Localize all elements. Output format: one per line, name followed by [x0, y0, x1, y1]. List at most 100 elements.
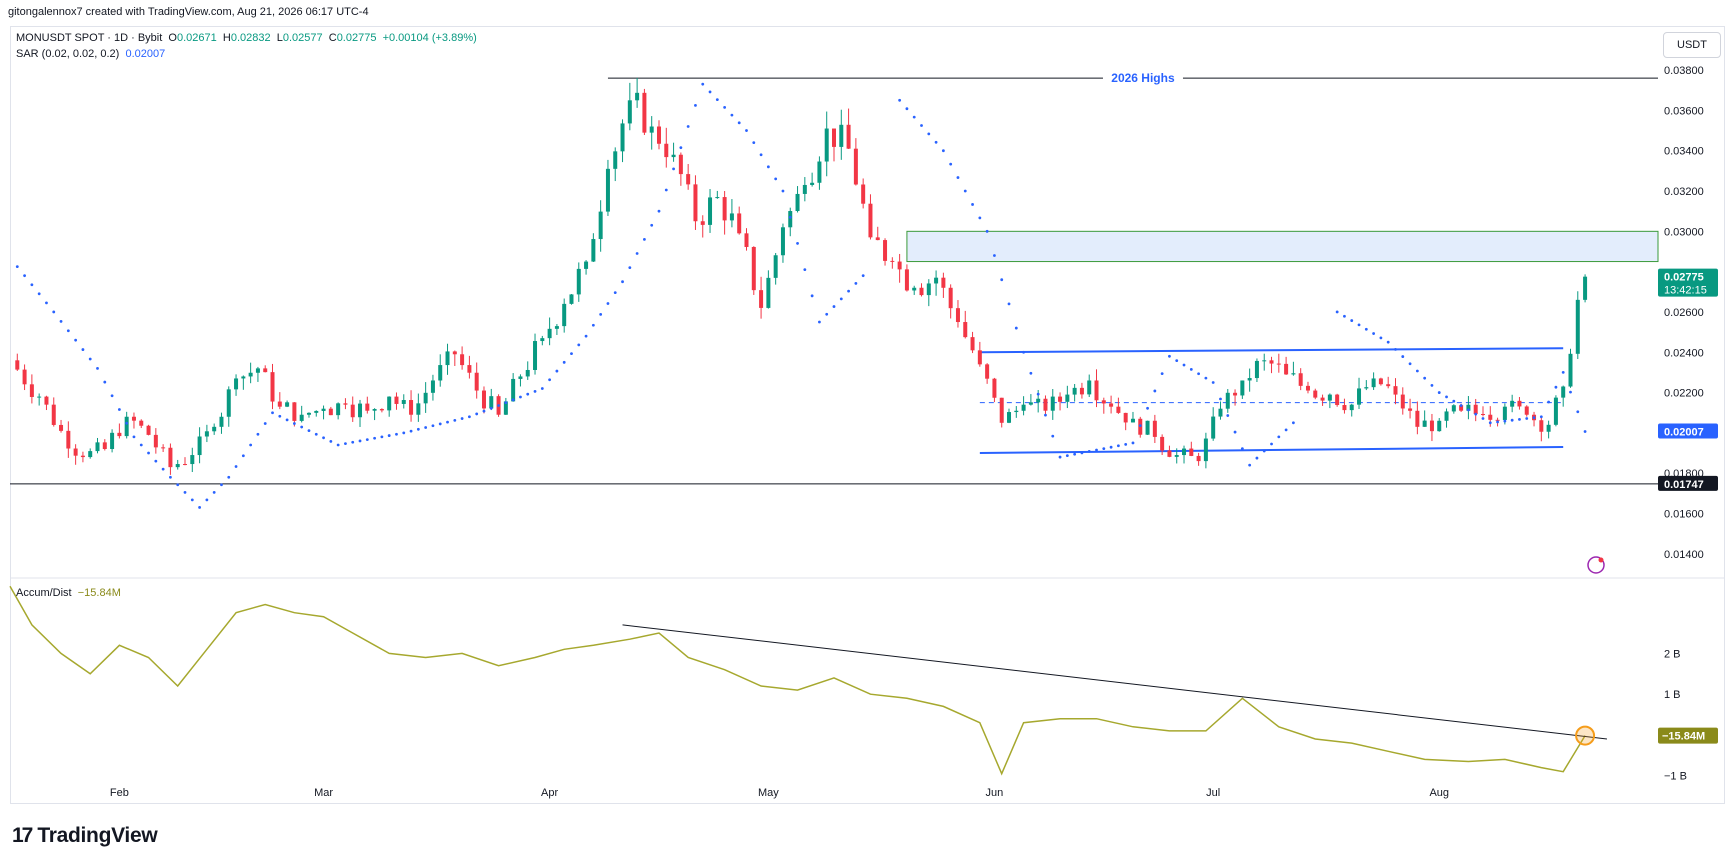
candle-body — [1269, 360, 1274, 364]
candle-body — [511, 378, 516, 402]
candle-body — [481, 390, 486, 409]
sar-dot — [1510, 418, 1514, 422]
tradingview-logo: 17 TradingView — [12, 824, 158, 848]
sar-dot — [1160, 372, 1164, 376]
candle-body — [350, 404, 355, 418]
sar-dot — [1233, 430, 1237, 434]
sar-dot — [672, 167, 675, 171]
candle-body — [1145, 420, 1150, 435]
sar-dot — [1343, 314, 1346, 318]
candle-body — [554, 326, 559, 329]
candle-body — [1043, 398, 1048, 411]
symbol-label[interactable]: MONUSDT SPOT · 1D · Bybit — [16, 32, 163, 44]
candle-body — [358, 403, 363, 418]
sar-dot — [52, 310, 56, 314]
sar-dot — [570, 352, 573, 356]
low-value: 0.02577 — [282, 32, 323, 44]
sar-dot — [511, 398, 515, 402]
candle-body — [1240, 380, 1245, 396]
candle-body — [890, 260, 895, 262]
candle-body — [1393, 386, 1398, 395]
candle-body — [314, 410, 319, 413]
sar-dot — [606, 302, 610, 305]
sar-dot — [1116, 444, 1120, 448]
sar-dot — [278, 414, 282, 418]
sar-dot — [1124, 442, 1128, 446]
candle-body — [861, 184, 866, 204]
sar-dot — [1138, 424, 1142, 428]
candle-body — [328, 408, 333, 416]
candle-body — [255, 368, 260, 373]
candle-body — [343, 403, 348, 405]
candle-body — [1167, 450, 1172, 457]
candle-body — [1444, 411, 1449, 421]
sar-dot — [249, 443, 253, 447]
candle-body — [438, 365, 443, 381]
sar-dot — [373, 436, 377, 440]
sar-dot — [1248, 463, 1252, 467]
candle-body — [941, 277, 946, 288]
sar-dot — [1168, 354, 1171, 358]
sar-dot — [351, 440, 355, 444]
sar-dot — [664, 188, 668, 192]
candle-body — [1342, 405, 1347, 411]
candle-body — [766, 277, 771, 308]
candle-body — [1225, 392, 1230, 409]
candle-body — [737, 213, 742, 234]
sar-dot — [1364, 327, 1368, 331]
sar-dot — [1350, 319, 1354, 322]
candle-body — [1378, 378, 1383, 385]
candle-body — [759, 290, 764, 308]
change-value: +0.00104 (+3.89%) — [382, 32, 477, 44]
sar-dot — [139, 443, 143, 447]
candle-body — [613, 151, 618, 169]
ad-label[interactable]: Accum/Dist — [16, 587, 72, 599]
price-tick-label: 0.03200 — [1664, 186, 1704, 198]
sar-dot — [1240, 447, 1244, 451]
candle-body — [605, 168, 610, 212]
sar-dot — [467, 415, 471, 419]
sar-dot — [599, 312, 603, 316]
candle-body — [1305, 385, 1310, 391]
sar-dot — [613, 291, 617, 294]
candle-body — [569, 294, 574, 304]
candle-body — [722, 197, 727, 221]
sar-dot — [1211, 381, 1215, 384]
sar-dot — [15, 265, 19, 268]
sar-dot — [132, 435, 136, 439]
candle-body — [175, 464, 180, 468]
open-label: O — [168, 32, 177, 44]
candle-body — [664, 143, 669, 158]
sar-dot — [1197, 372, 1201, 376]
candle-body — [1254, 360, 1259, 379]
sar-dot — [621, 280, 624, 284]
sar-dot — [1452, 399, 1456, 403]
sar-dot — [1503, 419, 1507, 423]
sar-dot — [1095, 448, 1098, 452]
currency-button[interactable]: USDT — [1663, 32, 1721, 58]
sar-dot — [1109, 445, 1113, 449]
candle-body — [1583, 276, 1588, 300]
candle-body — [190, 455, 195, 465]
time-tick-label: Mar — [314, 787, 333, 799]
price-tick-label: 0.03000 — [1664, 226, 1704, 238]
sar-dot — [555, 369, 559, 373]
candle-body — [1233, 392, 1238, 396]
sar-label[interactable]: SAR (0.02, 0.02, 0.2) — [16, 48, 120, 60]
candle-body — [1437, 420, 1442, 432]
sar-dot — [650, 223, 654, 227]
candle-body — [1357, 388, 1362, 405]
sar-dot — [190, 498, 194, 502]
candle-body — [299, 414, 304, 421]
sar-dot — [66, 329, 70, 333]
sar-dot — [898, 98, 902, 102]
sar-dot — [336, 443, 340, 447]
sar-dot — [781, 189, 785, 193]
sar-dot — [1291, 421, 1295, 425]
candle-body — [525, 369, 530, 377]
candle-body — [985, 364, 990, 379]
candle-body — [321, 408, 326, 411]
sar-dot — [963, 189, 967, 193]
sar-dot — [446, 420, 449, 424]
